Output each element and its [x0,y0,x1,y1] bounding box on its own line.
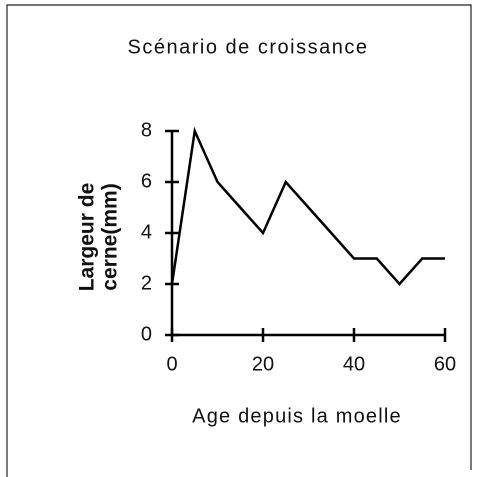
frame [6,4,472,477]
y-axis-label: Largeur de [76,183,99,292]
y-tick-label: 6 [141,170,152,192]
x-tick-label: 40 [343,353,365,375]
y-tick-label: 4 [141,221,152,243]
y-axis-label: cerne(mm) [99,183,122,290]
line [170,126,445,286]
y-tick-label: 8 [141,119,152,141]
x-tick-label: 20 [252,353,274,375]
x-axis-label: Age depuis la moelle [192,405,402,427]
y-tick-label: 0 [141,323,152,345]
y-tick-label: 2 [141,272,152,294]
x-tick-label: 0 [166,353,177,375]
x-tick-label: 60 [434,353,456,375]
chart-title: Scénario de croissance [128,36,369,58]
